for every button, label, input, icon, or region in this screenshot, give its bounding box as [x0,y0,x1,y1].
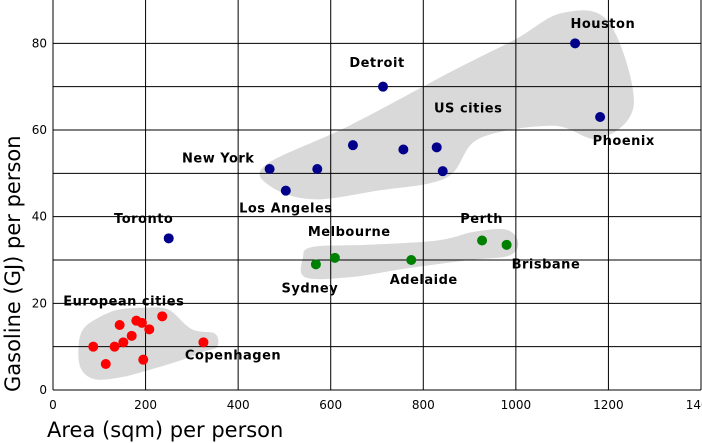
annotations: Houston Phoenix Detroit US cities New York Lo… [63,17,655,364]
data-point [310,259,321,270]
data-point [163,233,174,244]
data-point [118,337,129,348]
data-point [477,235,488,246]
data-point [501,239,512,250]
data-point [264,164,275,174]
annotation-label: Melbourne [308,225,391,240]
data-point [280,185,291,196]
y-tick-label: 40 [32,210,47,224]
y-tick-label: 20 [32,296,47,310]
data-point [109,341,120,352]
data-point [437,166,448,177]
x-axis-label: Area (sqm) per person [47,418,283,442]
data-point [157,311,168,322]
data-point [100,359,111,369]
data-point [126,330,137,341]
annotation-label: Los Angeles [239,201,332,216]
x-tick-label: 800 [412,398,435,412]
data-point [406,255,417,265]
data-point [595,112,606,122]
y-tick-label: 80 [32,36,47,50]
cluster-region-aus [300,229,519,280]
annotation-label: European cities [63,295,184,310]
tick-labels: 0 200 400 600 800 1000 1200 1400 0 20 40 60 80 [32,36,702,412]
data-point [347,140,358,151]
annotation-label: Perth [460,212,503,227]
annotation-label: Detroit [349,56,404,71]
annotation-label: Toronto [114,212,173,227]
x-tick-label: 600 [319,398,342,412]
annotation-label: Phoenix [593,134,655,149]
x-tick-label: 1000 [501,398,532,412]
data-point [88,341,99,352]
y-tick-label: 0 [39,383,47,397]
data-point [144,324,155,335]
x-tick-label: 0 [49,398,57,412]
annotation-label: Sydney [282,282,339,297]
annotation-label: Copenhagen [185,349,281,364]
x-tick-label: 200 [134,398,157,412]
data-point [114,320,125,330]
cluster-regions [78,10,635,380]
y-axis-label: Gasoline (GJ) per person [1,135,25,392]
annotation-label: New York [182,152,254,167]
x-tick-label: 400 [227,398,250,412]
cluster-region-eu [78,307,219,380]
annotation-label: Adelaide [390,273,458,288]
x-tick-label: 1200 [593,398,624,412]
data-point [198,337,209,348]
data-points [88,38,606,369]
data-point [312,164,323,174]
annotation-label: Brisbane [512,258,581,273]
data-point [378,81,389,92]
cluster-region-us [259,10,635,200]
data-point [431,142,442,153]
annotation-label: US cities [434,102,502,117]
y-tick-label: 60 [32,123,47,137]
data-point [329,252,340,263]
data-point [136,317,147,328]
annotation-label: Houston [571,17,636,32]
data-point [138,354,149,365]
data-point [398,144,409,155]
data-point [570,38,581,49]
x-tick-label: 1400 [686,398,702,412]
